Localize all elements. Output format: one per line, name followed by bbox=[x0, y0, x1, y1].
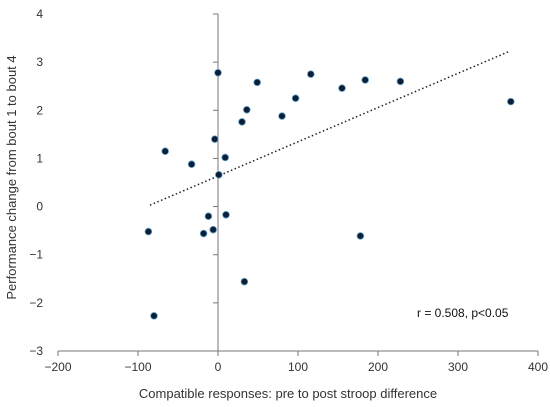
data-point bbox=[144, 227, 153, 236]
data-point bbox=[240, 277, 249, 286]
data-point bbox=[161, 147, 170, 156]
x-tick-label: 100 bbox=[288, 360, 308, 374]
data-points bbox=[144, 68, 515, 320]
data-point bbox=[221, 153, 230, 162]
data-point bbox=[396, 77, 405, 86]
x-tick-label: 0 bbox=[215, 360, 222, 374]
data-point bbox=[238, 118, 246, 126]
data-point bbox=[150, 312, 158, 320]
y-tick-label: 1 bbox=[36, 151, 43, 165]
data-point bbox=[187, 160, 196, 169]
data-point bbox=[356, 232, 365, 240]
y-tick-label: 0 bbox=[36, 200, 43, 214]
x-tick-label: 300 bbox=[448, 360, 468, 374]
y-tick-label: 4 bbox=[36, 7, 43, 21]
data-point bbox=[278, 112, 286, 120]
data-point bbox=[306, 70, 315, 78]
x-tick-label: −100 bbox=[124, 360, 151, 374]
y-tick-label: 3 bbox=[36, 55, 43, 69]
x-axis-ticks: −200 −100 0 100 200 300 400 bbox=[44, 351, 548, 374]
data-point bbox=[214, 68, 222, 77]
y-axis-ticks: −3 −2 −1 0 1 2 3 4 bbox=[29, 7, 218, 358]
y-tick-label: 2 bbox=[36, 103, 43, 117]
data-point bbox=[338, 84, 346, 92]
data-point bbox=[222, 210, 230, 219]
data-point bbox=[209, 225, 218, 234]
data-point bbox=[199, 229, 208, 238]
axes bbox=[58, 14, 538, 352]
data-point bbox=[204, 212, 213, 221]
x-tick-label: −200 bbox=[44, 360, 71, 374]
data-point bbox=[361, 76, 370, 84]
data-point bbox=[506, 97, 515, 106]
data-point bbox=[253, 78, 262, 87]
y-tick-label: −2 bbox=[29, 296, 43, 310]
data-point bbox=[243, 106, 251, 114]
x-axis-title: Compatible responses: pre to post stroop… bbox=[139, 386, 437, 401]
correlation-annotation: r = 0.508, p<0.05 bbox=[417, 306, 509, 320]
data-point bbox=[291, 94, 300, 103]
y-tick-label: −1 bbox=[29, 248, 43, 262]
data-point bbox=[211, 135, 219, 143]
x-tick-label: 400 bbox=[528, 360, 548, 374]
data-point bbox=[215, 170, 223, 179]
y-tick-label: −3 bbox=[29, 344, 43, 358]
y-axis-title: Performance change from bout 1 to bout 4 bbox=[4, 55, 19, 299]
x-tick-label: 200 bbox=[368, 360, 388, 374]
trendline bbox=[149, 50, 511, 206]
